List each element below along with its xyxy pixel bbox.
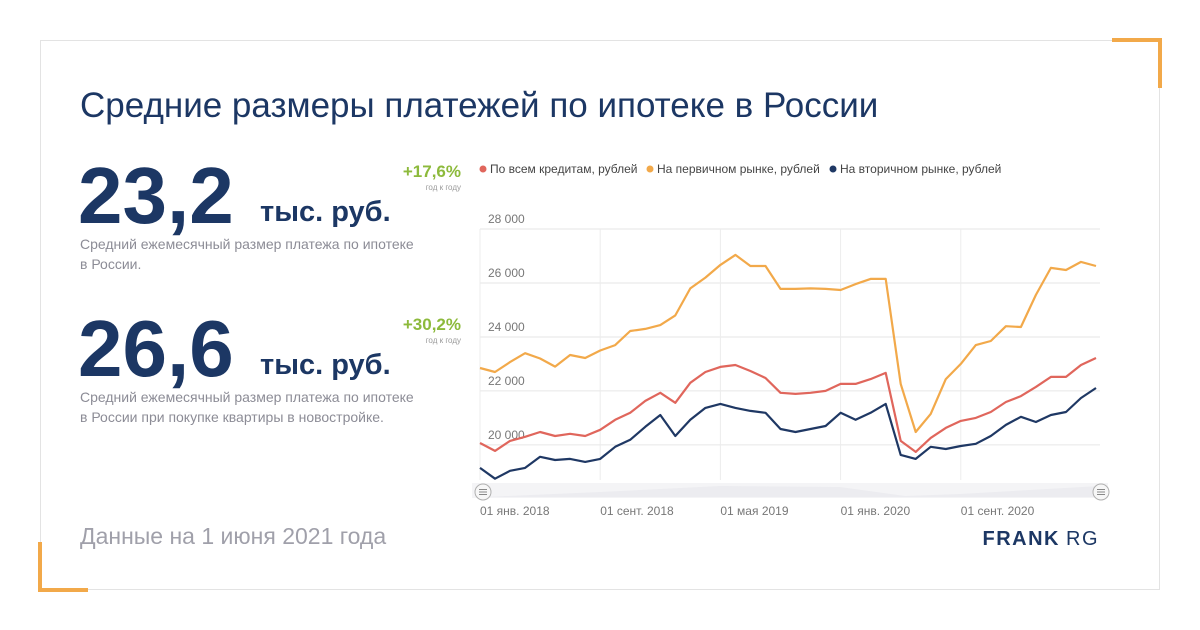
series-line	[479, 253, 1097, 434]
series-line	[479, 387, 1097, 480]
logo: FRANK RG	[983, 528, 1100, 550]
y-tick-label: 28 000	[488, 212, 525, 226]
x-tick-label: 01 янв. 2018	[480, 504, 550, 518]
x-tick-label: 01 янв. 2020	[841, 504, 911, 518]
corner	[38, 542, 88, 592]
legend-label: По всем кредитам, рублей	[490, 162, 638, 176]
stat-unit: тыс. руб.	[260, 196, 391, 228]
corner	[1112, 38, 1162, 88]
stat-change-note: год к году	[426, 336, 461, 345]
footnote: Данные на 1 июня 2021 года	[80, 523, 386, 549]
stat-description: Средний ежемесячный размер платежа по ип…	[80, 236, 414, 252]
stat-change: +17,6%	[403, 162, 461, 181]
legend-marker	[646, 165, 654, 173]
stat-change: +30,2%	[403, 315, 461, 334]
x-tick-label: 01 сент. 2018	[600, 504, 674, 518]
logo-bold: FRANK	[983, 528, 1061, 550]
navigator-handle[interactable]	[1092, 483, 1110, 501]
stat: 23,2 тыс. руб. +17,6% год к году Средний…	[78, 151, 461, 272]
stat-description: Средний ежемесячный размер платежа по ип…	[80, 389, 414, 405]
legend-marker	[479, 165, 487, 173]
frame	[40, 40, 1160, 590]
y-tick-label: 20 000	[488, 428, 525, 442]
navigator	[472, 483, 1110, 501]
y-tick-label: 22 000	[488, 374, 525, 388]
title: Средние размеры платежей по ипотеке в Ро…	[80, 86, 878, 125]
legend: По всем кредитам, рублей На первичном рын…	[479, 162, 1001, 176]
legend-marker	[829, 165, 837, 173]
stat: 26,6 тыс. руб. +30,2% год к году Средний…	[78, 304, 461, 425]
lines	[479, 253, 1097, 480]
navigator-handle[interactable]	[474, 483, 492, 501]
y-tick-label: 26 000	[488, 266, 525, 280]
stat-change-note: год к году	[426, 183, 461, 192]
legend-label: На вторичном рынке, рублей	[840, 162, 1001, 176]
y-tick-label: 24 000	[488, 320, 525, 334]
stat-description: в России при покупке квартиры в новостро…	[80, 409, 384, 425]
navigator-area	[484, 486, 1100, 497]
grid: 20 000 22 000 24 000 26 000 28 000	[479, 212, 1100, 480]
logo-light: RG	[1066, 528, 1099, 550]
stat-description: в России.	[80, 256, 141, 272]
legend-label: На первичном рынке, рублей	[657, 162, 820, 176]
stat-unit: тыс. руб.	[260, 349, 391, 381]
x-tick-label: 01 мая 2019	[720, 504, 788, 518]
x-axis: 01 янв. 2018 01 сент. 2018 01 мая 2019 01 я…	[480, 504, 1035, 518]
series-line	[479, 357, 1097, 453]
stat-value: 23,2	[78, 151, 234, 240]
stat-value: 26,6	[78, 304, 234, 393]
x-tick-label: 01 сент. 2020	[961, 504, 1035, 518]
